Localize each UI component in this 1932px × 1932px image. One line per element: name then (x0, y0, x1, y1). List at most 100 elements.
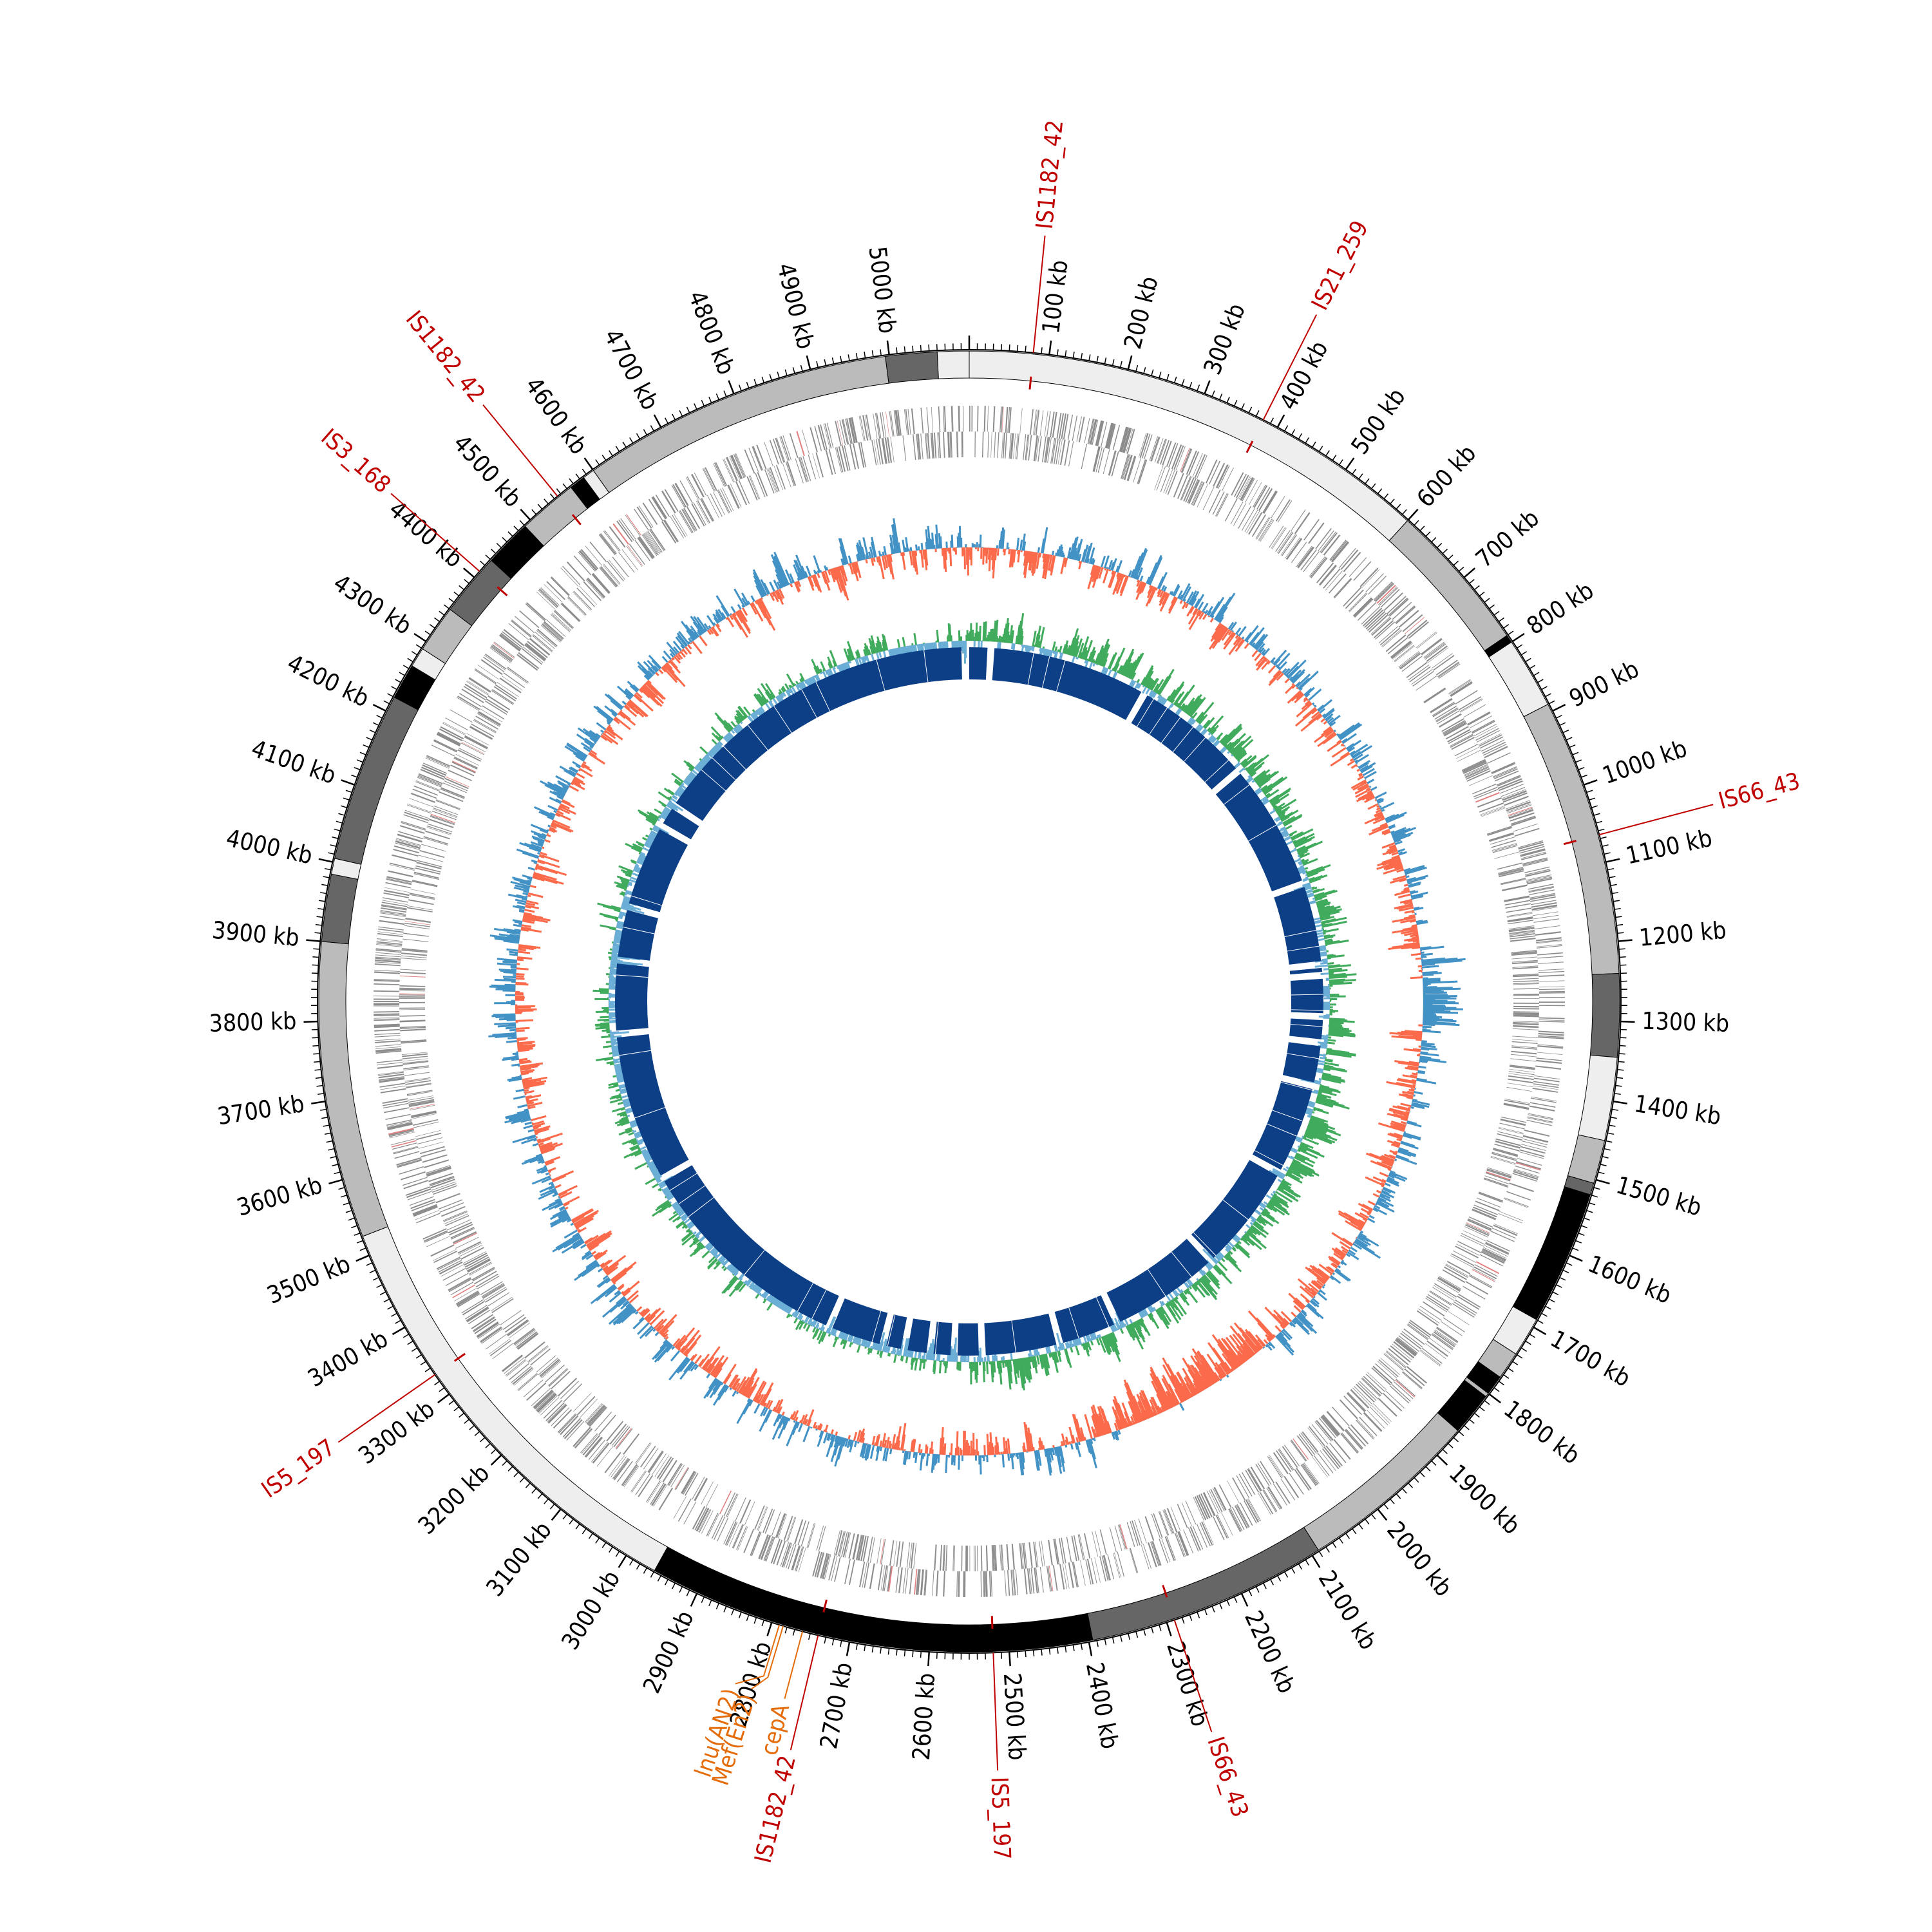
gene-mark (793, 1519, 804, 1544)
gene-mark (1109, 1527, 1117, 1553)
gc-bar (561, 800, 575, 808)
gene-mark (1063, 413, 1069, 440)
gene-mark (1538, 971, 1564, 974)
gc-bar (495, 1015, 516, 1018)
gene-mark (1513, 982, 1539, 985)
minor-tick (1219, 1603, 1223, 1609)
gene-mark (744, 449, 755, 474)
gene-mark (703, 468, 716, 491)
gc-bar (532, 1120, 544, 1126)
gene-mark (450, 1227, 475, 1239)
gene-mark (983, 406, 986, 432)
gene-mark (1531, 900, 1557, 905)
gc-bar (1183, 598, 1186, 602)
gc-bar (1400, 1117, 1408, 1122)
gc-bar (1411, 895, 1423, 900)
gc-bar (1355, 1239, 1367, 1247)
gc-bar (1072, 1434, 1075, 1444)
gc-bar (1300, 714, 1322, 732)
gc-bar (530, 824, 549, 833)
gc-bar (1404, 909, 1415, 914)
gc-bar (881, 1433, 887, 1448)
gc-bar (1016, 538, 1020, 551)
gene-mark (1177, 475, 1188, 499)
minor-tick (334, 828, 341, 831)
gene-mark (407, 905, 433, 911)
gene-mark (601, 565, 618, 587)
gc-bar (779, 1414, 782, 1419)
gc-bar (1367, 1200, 1376, 1206)
gene-mark (1331, 541, 1349, 562)
gene-mark (1000, 406, 1003, 433)
gc-bar (673, 646, 679, 654)
gene-mark (1182, 448, 1193, 473)
gc-bar (1191, 1365, 1208, 1390)
gc-bar (1423, 1019, 1457, 1023)
gene-mark (1034, 435, 1039, 462)
gene-mark (1302, 1463, 1319, 1485)
gene-mark (1129, 1548, 1137, 1573)
gc-bar (802, 1414, 808, 1425)
minor-tick (354, 766, 361, 770)
gene-mark (652, 496, 668, 519)
minor-tick (464, 1419, 469, 1424)
gene-mark (455, 753, 479, 766)
gc-bar (522, 916, 548, 923)
gc-bar (1135, 575, 1139, 580)
gene-mark (482, 656, 505, 672)
gene-mark (1206, 459, 1218, 484)
gene-mark (1497, 862, 1522, 870)
gc-bar (1249, 632, 1260, 645)
gc-bar (1072, 1414, 1081, 1443)
gene-mark (1435, 1329, 1457, 1345)
gc-bar (1235, 634, 1239, 639)
gc-bar (574, 1211, 598, 1227)
gene-mark (1450, 681, 1473, 697)
gc-bar (853, 1432, 858, 1441)
gene-mark (1484, 1245, 1508, 1257)
gc-bar (1071, 536, 1079, 560)
gene-mark (375, 956, 401, 960)
gc-bar (1131, 556, 1142, 578)
gc-bar (623, 705, 638, 717)
gc-bar (1159, 593, 1170, 612)
gc-bar (1311, 1291, 1316, 1296)
gene-mark (507, 667, 529, 683)
gc-bar (1364, 771, 1377, 779)
gc-bar (1280, 1311, 1293, 1323)
gene-mark (1404, 1368, 1425, 1387)
gc-bar (681, 649, 685, 652)
gc-bar (1066, 547, 1072, 559)
gc-bar (1291, 1311, 1297, 1318)
gene-mark (1433, 1331, 1455, 1347)
gc-bar (1403, 1115, 1409, 1118)
gene-mark (1081, 443, 1088, 469)
gene-mark (1527, 1116, 1553, 1122)
minor-tick (1598, 828, 1605, 831)
gene-mark (851, 417, 858, 443)
gene-mark (1263, 491, 1278, 514)
gc-bar (1423, 989, 1442, 992)
gc-bar (710, 627, 718, 637)
gc-bar (1136, 580, 1141, 587)
gene-mark (1194, 1496, 1207, 1520)
gc-bar (795, 1421, 800, 1429)
gc-bar (644, 683, 647, 686)
gene-mark (1495, 1141, 1520, 1149)
minor-tick (1559, 1276, 1566, 1281)
gene-mark (862, 1536, 869, 1562)
gene-mark (1462, 760, 1486, 772)
gc-bar (534, 1126, 549, 1133)
gene-mark (634, 539, 650, 562)
gc-bar (1006, 542, 1009, 549)
gc-bar (564, 1236, 582, 1249)
gene-mark (536, 1355, 556, 1373)
gc-bar (525, 1095, 533, 1099)
gene-mark (1357, 601, 1377, 621)
minor-tick (1419, 1472, 1425, 1477)
gene-mark (560, 1415, 579, 1435)
gene-mark (482, 1284, 506, 1299)
gene-mark (1322, 1414, 1341, 1435)
gene-mark (436, 799, 460, 810)
gc-bar (661, 1329, 669, 1337)
